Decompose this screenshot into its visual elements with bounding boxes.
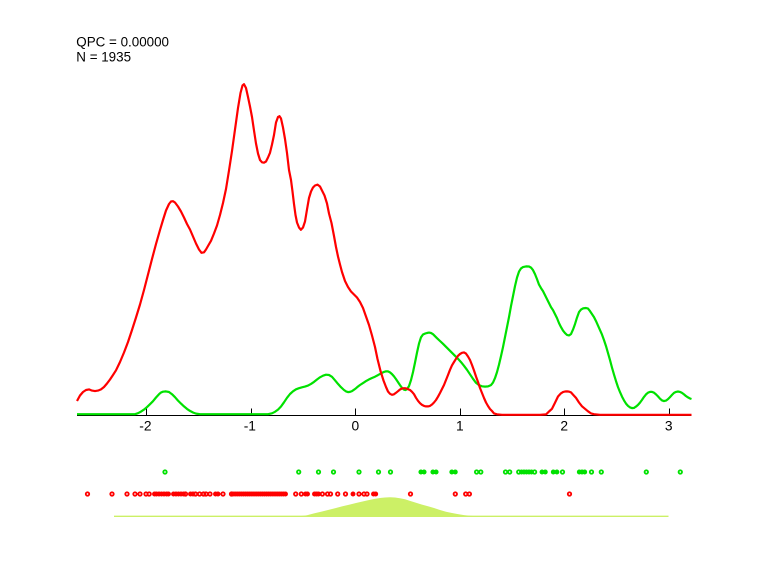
svg-text:0: 0 [351,419,359,434]
svg-text:3: 3 [665,419,673,434]
svg-text:-2: -2 [139,419,151,434]
svg-text:N = 1935: N = 1935 [76,49,131,64]
svg-text:1: 1 [456,419,464,434]
svg-text:2: 2 [560,419,568,434]
svg-text:QPC = 0.00000: QPC = 0.00000 [76,35,169,50]
svg-text:-1: -1 [244,419,256,434]
